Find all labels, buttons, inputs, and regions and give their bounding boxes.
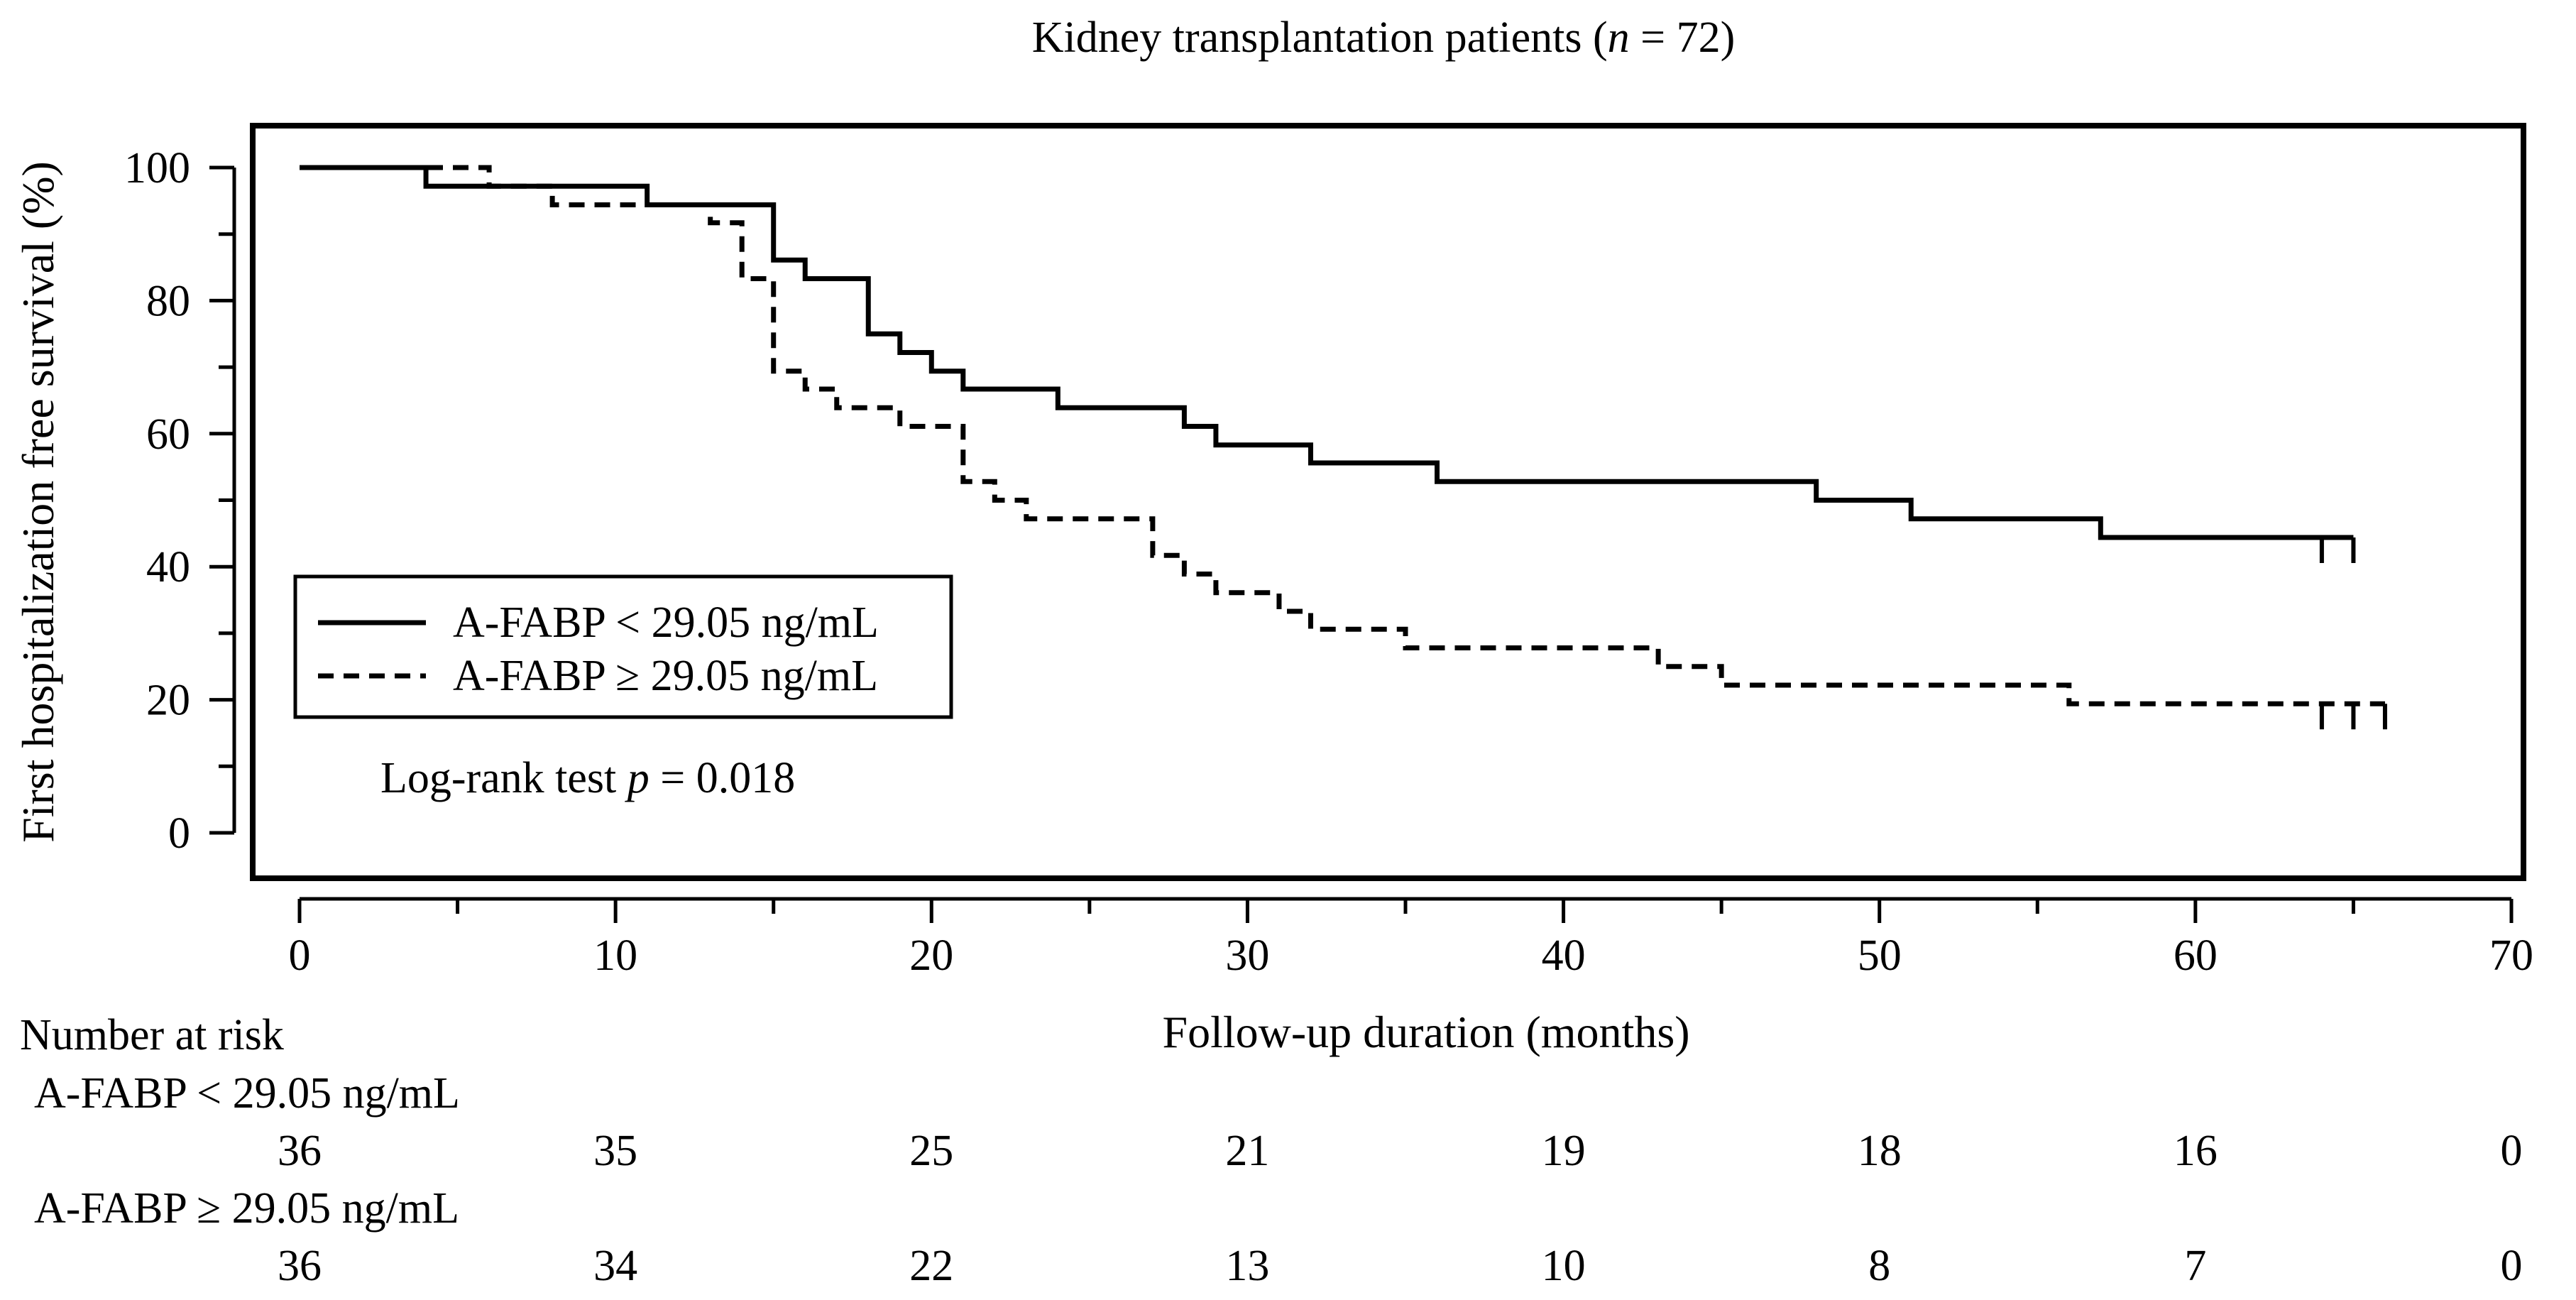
risk-count: 25	[909, 1127, 953, 1175]
risk-count: 13	[1225, 1242, 1269, 1290]
x-tick-label: 40	[1542, 932, 1586, 980]
risk-count: 36	[278, 1127, 322, 1175]
risk-count: 8	[1868, 1242, 1890, 1290]
x-tick-label: 30	[1225, 932, 1269, 980]
y-axis-title: First hospitalization free survival (%)	[13, 161, 63, 843]
chart-title-n: n	[1608, 13, 1630, 62]
logrank-annotation: Log-rank test p = 0.018	[380, 754, 795, 802]
y-tick-label: 100	[124, 144, 190, 192]
risk-count: 16	[2174, 1127, 2218, 1175]
chart-title-prefix: Kidney transplantation patients (	[1032, 13, 1608, 62]
survival-curve-high	[300, 165, 2385, 706]
x-tick-label: 20	[909, 932, 953, 980]
risk-table-title: Number at risk	[20, 1011, 284, 1059]
x-tick-label: 10	[593, 932, 637, 980]
risk-count: 21	[1225, 1127, 1269, 1175]
y-tick-label: 20	[146, 677, 190, 725]
survival-curve-low	[300, 165, 2354, 540]
x-tick-label: 60	[2174, 932, 2218, 980]
logrank-p: p	[625, 754, 650, 802]
x-tick-label: 70	[2489, 932, 2533, 980]
risk-count: 22	[909, 1242, 953, 1290]
survival-curves	[300, 165, 2387, 730]
legend-label-low: A-FABP < 29.05 ng/mL	[453, 599, 879, 647]
risk-count: 18	[1858, 1127, 1902, 1175]
y-tick-label: 0	[168, 809, 190, 858]
risk-count: 0	[2501, 1242, 2523, 1290]
legend-box	[293, 574, 953, 719]
legend-label-high: A-FABP ≥ 29.05 ng/mL	[453, 652, 878, 700]
y-tick-label: 40	[146, 543, 190, 591]
x-axis-title: Follow-up duration (months)	[1162, 1007, 1689, 1057]
risk-count: 34	[593, 1242, 637, 1290]
plot-frame	[250, 123, 2526, 881]
x-tick-label: 0	[289, 932, 311, 980]
risk-count: 10	[1542, 1242, 1586, 1290]
risk-table: Number at risk A-FABP < 29.05 ng/mL 36 35…	[20, 1011, 2523, 1290]
logrank-prefix: Log-rank test	[380, 754, 627, 802]
risk-count: 36	[278, 1242, 322, 1290]
x-tick-label: 50	[1858, 932, 1902, 980]
risk-row-label-low: A-FABP < 29.05 ng/mL	[34, 1069, 460, 1118]
risk-count: 35	[593, 1127, 637, 1175]
chart-title-suffix: = 72)	[1630, 13, 1736, 62]
risk-count: 7	[2184, 1242, 2206, 1290]
chart-title: Kidney transplantation patients (n = 72)	[1032, 13, 1736, 62]
risk-row-label-high: A-FABP ≥ 29.05 ng/mL	[34, 1184, 459, 1233]
x-axis: 0 10 20 30 40 50 60 70 Follow-up duration (mont…	[289, 897, 2533, 1057]
logrank-suffix: = 0.018	[650, 754, 795, 802]
y-tick-label: 60	[146, 410, 190, 459]
risk-count: 0	[2501, 1127, 2523, 1175]
y-axis: 0 20 40 60 80 100 First hospitalization free …	[13, 144, 236, 858]
y-tick-label: 80	[146, 277, 190, 325]
risk-count: 19	[1542, 1127, 1586, 1175]
legend: A-FABP < 29.05 ng/mL A-FABP ≥ 29.05 ng/m…	[293, 574, 953, 719]
